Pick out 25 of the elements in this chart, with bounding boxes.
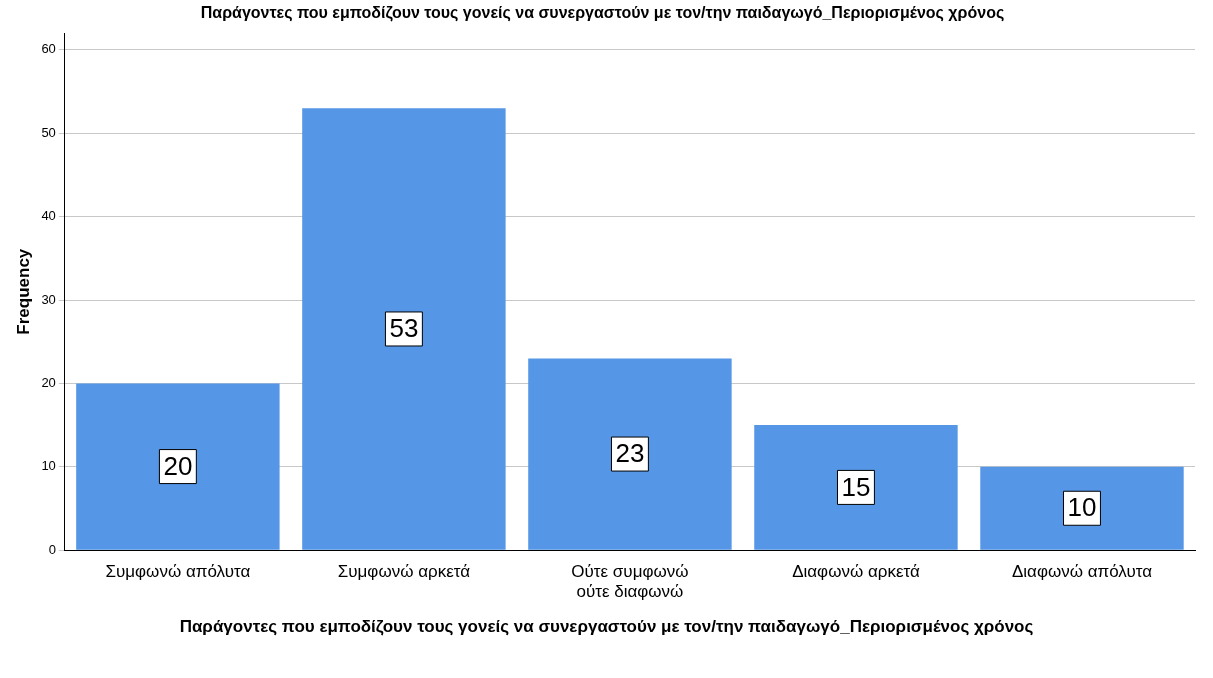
bar: [754, 425, 958, 550]
data-label: 15: [841, 471, 871, 502]
x-tick-label: Διαφωνώ απόλυτα: [1011, 562, 1153, 582]
bar: [76, 383, 280, 550]
bar: [302, 108, 506, 550]
bar: [528, 358, 732, 550]
y-tick-label: 20: [41, 375, 56, 390]
y-tick-label: 10: [41, 458, 56, 474]
y-tick-label: 30: [41, 291, 56, 307]
x-tick-label: Συμφωνώ απόλυτα: [105, 562, 251, 582]
x-tick-label: Ούτε συμφωνώ ούτε διαφωνώ: [571, 562, 689, 602]
data-label: 23: [615, 438, 645, 469]
x-tick-label: Διαφωνώ αρκετά: [792, 562, 920, 582]
x-tick-label: Συμφωνώ αρκετά: [337, 562, 471, 582]
y-tick-label: 0: [48, 541, 56, 557]
data-label: 20: [163, 450, 193, 481]
y-tick-label: 50: [41, 124, 56, 140]
bar: [980, 466, 1184, 550]
y-axis-title: Frequency: [13, 248, 33, 335]
data-label: 53: [389, 313, 419, 344]
y-tick-label: 40: [41, 208, 56, 224]
x-axis-title: Παράγοντες που εμποδίζουν τους γονείς να συνεργαστούν με τον/την παιδαγωγό_Περιορισμένος χρόνος: [179, 617, 1034, 637]
y-tick-label: 60: [41, 41, 56, 57]
data-label: 10: [1067, 492, 1097, 523]
chart-title: Παράγοντες που εμποδίζουν τους γονείς να συνεργαστούν με τον/την παιδαγωγό_Περιορισμένος χρόνος: [200, 4, 1005, 23]
